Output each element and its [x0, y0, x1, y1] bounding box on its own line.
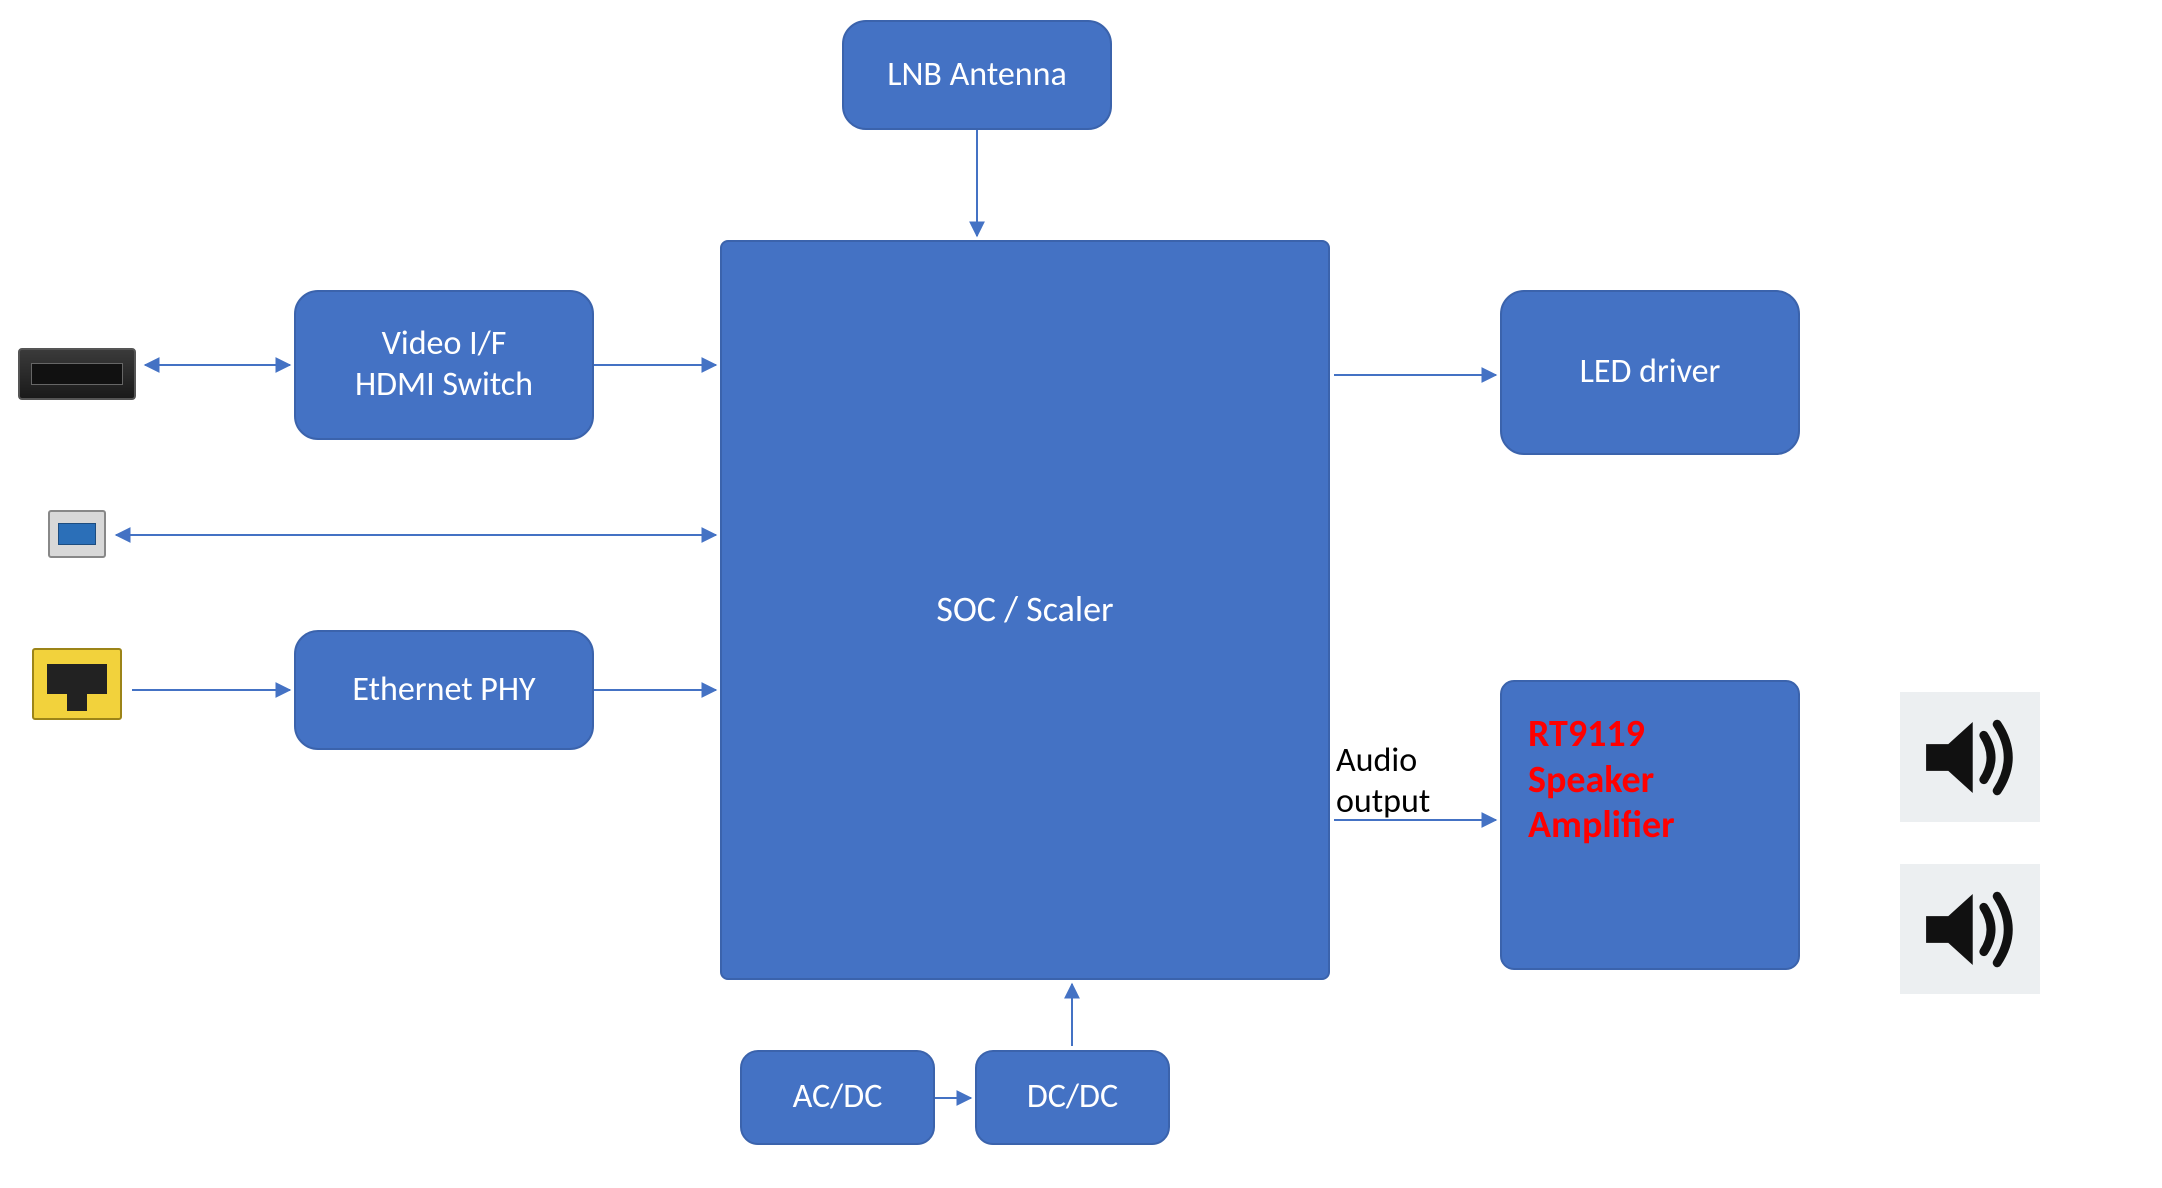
audio-output-label: Audio output: [1336, 740, 1430, 822]
dcdc-label: DC/DC: [1027, 1077, 1118, 1118]
hdmi-port-icon: [18, 348, 136, 400]
led-label: LED driver: [1580, 352, 1721, 393]
speaker-amplifier-node: RT9119 Speaker Amplifier: [1500, 680, 1800, 970]
lnb-label: LNB Antenna: [887, 55, 1067, 96]
amp-label: RT9119 Speaker Amplifier: [1528, 712, 1675, 849]
lnb-antenna-node: LNB Antenna: [842, 20, 1112, 130]
speaker-icon-2: [1900, 864, 2040, 994]
video-if-node: Video I/F HDMI Switch: [294, 290, 594, 440]
ethphy-label: Ethernet PHY: [352, 670, 535, 711]
usb-port-icon: [48, 510, 106, 558]
soc-label: SOC / Scaler: [936, 588, 1113, 631]
video-label: Video I/F HDMI Switch: [355, 324, 533, 406]
dcdc-node: DC/DC: [975, 1050, 1170, 1145]
led-driver-node: LED driver: [1500, 290, 1800, 455]
ethernet-phy-node: Ethernet PHY: [294, 630, 594, 750]
acdc-label: AC/DC: [793, 1077, 883, 1118]
rj45-port-icon: [32, 648, 122, 720]
speaker-icon-1: [1900, 692, 2040, 822]
acdc-node: AC/DC: [740, 1050, 935, 1145]
soc-scaler-node: SOC / Scaler: [720, 240, 1330, 980]
diagram-canvas: Audio output LNB Antenna Video I/F HDMI …: [0, 0, 2162, 1188]
